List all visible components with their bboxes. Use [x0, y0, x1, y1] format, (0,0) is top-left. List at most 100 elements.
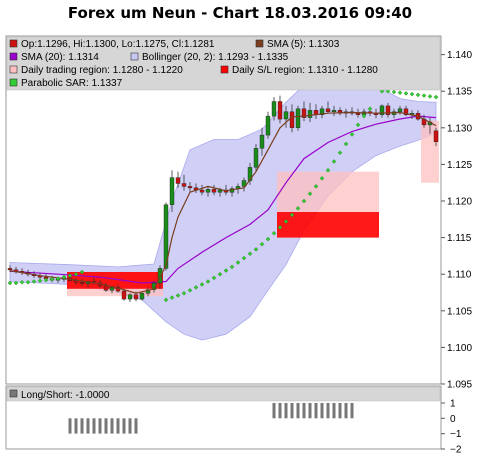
legend-sma5: SMA (5): 1.1303: [267, 39, 340, 50]
y-tick-label: 1.125: [447, 160, 472, 171]
candle-body: [319, 108, 325, 115]
y-tick-label: 1.140: [447, 50, 472, 61]
candle-body: [109, 287, 115, 291]
psar-point: [43, 277, 49, 283]
longshort-bar: [338, 403, 342, 419]
y-tick-label: 1.105: [447, 306, 472, 317]
psar-point: [79, 269, 85, 275]
longshort-bar: [104, 418, 108, 434]
chart-title: Forex um Neun - Chart 18.03.2016 09:40: [67, 4, 413, 22]
psar-point: [349, 132, 355, 137]
psar-point: [247, 251, 253, 257]
candle-body: [187, 186, 193, 189]
legend-swatch-sma5: [255, 39, 264, 48]
candle-body: [205, 189, 211, 193]
psar-point: [187, 288, 193, 293]
longshort-bar: [284, 403, 288, 419]
candle-body: [397, 108, 403, 112]
y-tick-label: 1.095: [447, 380, 472, 391]
longshort-bar: [314, 403, 318, 419]
longshort-bar: [80, 418, 84, 434]
legend-swatch-psar: [9, 78, 18, 87]
main-plot-layer: [7, 74, 439, 341]
candle-body: [385, 105, 391, 115]
psar-point: [289, 212, 295, 218]
psar-point: [319, 176, 325, 181]
longshort-bar: [302, 403, 306, 419]
longshort-bar: [134, 418, 138, 434]
candle-body: [433, 130, 439, 143]
longshort-bar: [344, 403, 348, 419]
longshort-y-axis: 1 0 −1 −2: [441, 399, 462, 456]
candle-body: [181, 183, 187, 187]
psar-point: [301, 198, 307, 204]
psar-point: [313, 184, 319, 189]
ls-y-tick-label: 1: [450, 399, 456, 410]
legend-daily-region: Daily trading region: 1.1280 - 1.1220: [21, 65, 183, 76]
psar-point: [259, 241, 265, 247]
psar-point: [433, 94, 439, 100]
psar-point: [331, 159, 337, 164]
legend-swatch-longshort: [9, 389, 18, 398]
candle-body: [139, 293, 145, 300]
psar-point: [163, 297, 169, 303]
candle-body: [217, 189, 223, 193]
y-tick-label: 1.110: [447, 270, 472, 281]
ls-y-tick-label: −2: [450, 445, 462, 456]
psar-point: [73, 271, 79, 277]
longshort-bar: [278, 403, 282, 419]
longshort-bar: [326, 403, 330, 419]
sl-region-3: [277, 212, 379, 238]
legend-sma20: SMA (20): 1.1314: [21, 52, 99, 63]
candle-body: [265, 115, 271, 136]
psar-point: [25, 279, 31, 285]
candle-body: [277, 101, 283, 120]
psar-point: [55, 276, 61, 281]
psar-point: [397, 90, 403, 95]
legend-ohlc: Op:1.1296, Hi:1.1300, Lo:1.1275, Cl:1.12…: [21, 39, 215, 50]
psar-point: [37, 278, 43, 284]
longshort-bar: [98, 418, 102, 434]
psar-point: [409, 91, 415, 97]
psar-point: [253, 247, 259, 252]
psar-point: [427, 94, 433, 99]
psar-point: [205, 279, 211, 284]
psar-point: [367, 106, 373, 112]
candle-body: [175, 177, 181, 184]
psar-point: [229, 264, 235, 270]
candle-body: [241, 180, 247, 187]
longshort-bar: [128, 418, 132, 434]
psar-point: [271, 230, 277, 236]
legend-sl-region: Daily S/L region: 1.1310 - 1.1280: [232, 65, 378, 76]
psar-point: [337, 150, 343, 155]
longshort-bar: [320, 403, 324, 419]
candle-body: [163, 204, 169, 269]
legend-swatch-daily-region: [9, 65, 18, 74]
legend-box: [6, 36, 441, 91]
candle-body: [331, 110, 337, 113]
psar-point: [391, 89, 397, 95]
legend-swatch-sl-region: [220, 65, 229, 74]
legend-longshort: Long/Short: -1.0000: [21, 390, 110, 401]
candle-body: [145, 289, 151, 294]
psar-point: [241, 255, 247, 261]
sma5-line: [9, 111, 437, 294]
ls-y-tick-label: −1: [450, 429, 462, 440]
longshort-bar: [116, 418, 120, 434]
candle-body: [289, 111, 295, 128]
candle-body: [79, 282, 85, 284]
psar-point: [265, 236, 271, 242]
psar-point: [283, 219, 289, 224]
candle-body: [307, 110, 313, 118]
psar-point: [31, 279, 37, 284]
y-tick-label: 1.135: [447, 87, 472, 98]
y-tick-label: 1.130: [447, 123, 472, 134]
candle-body: [301, 108, 307, 118]
longshort-bar: [332, 403, 336, 419]
candle-body: [295, 108, 301, 129]
psar-point: [295, 206, 301, 211]
psar-point: [49, 277, 55, 282]
psar-point: [235, 260, 241, 265]
y-tick-label: 1.100: [447, 343, 472, 354]
candle-body: [253, 148, 259, 168]
